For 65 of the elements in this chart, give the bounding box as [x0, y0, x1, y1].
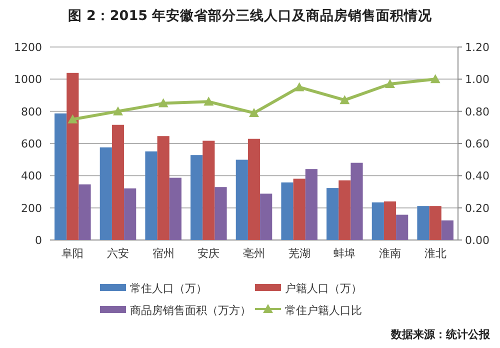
bar: [54, 113, 67, 240]
bar: [384, 201, 396, 240]
bar: [441, 220, 454, 240]
y2-tick-label: 0.00: [465, 234, 490, 247]
y2-tick-label: 0.20: [465, 202, 490, 215]
bar: [78, 184, 91, 240]
bar: [326, 188, 339, 240]
bar: [260, 194, 272, 240]
point: [158, 98, 168, 108]
point: [294, 82, 304, 92]
bar: [214, 187, 227, 240]
x-tick-label: 蚌埠: [334, 247, 356, 260]
bar: [169, 178, 182, 240]
y-tick-label: 800: [21, 105, 42, 118]
bar: [338, 180, 351, 240]
bar: [293, 178, 306, 240]
y-tick-label: 1200: [14, 41, 42, 54]
bar: [66, 72, 79, 240]
bar: [305, 169, 318, 240]
point: [249, 108, 259, 117]
legend-label: 户籍人口（万）: [285, 282, 362, 295]
source-note: 数据来源：统计公报: [390, 328, 491, 341]
legend-label: 常住户籍人口比: [285, 304, 362, 317]
point: [68, 114, 78, 124]
bar: [248, 138, 260, 240]
point: [430, 74, 440, 84]
legend-label: 常住人口（万）: [130, 282, 207, 295]
bar: [396, 214, 408, 240]
x-tick-label: 宿州: [152, 247, 174, 260]
bar: [190, 155, 203, 240]
bar: [372, 202, 384, 240]
y2-tick-label: 0.80: [465, 105, 490, 118]
bar: [281, 182, 294, 240]
bar: [417, 206, 430, 240]
x-tick-label: 阜阳: [62, 247, 84, 260]
bar: [100, 147, 112, 240]
y2-tick-label: 0.60: [465, 138, 490, 150]
bar: [429, 206, 442, 240]
y2-tick-label: 1.00: [465, 73, 490, 86]
point: [340, 95, 350, 104]
bar: [145, 151, 158, 240]
x-tick-label: 亳州: [243, 247, 265, 260]
x-tick-label: 淮南: [379, 247, 401, 260]
x-tick-label: 芜湖: [288, 247, 310, 260]
y-tick-label: 400: [21, 170, 42, 183]
point: [204, 96, 214, 106]
y-tick-label: 1000: [14, 73, 42, 86]
y-tick-label: 200: [21, 202, 42, 215]
x-tick-label: 安庆: [198, 247, 220, 260]
y-tick-label: 0: [35, 234, 42, 247]
x-tick-label: 淮北: [424, 247, 446, 260]
point: [385, 78, 395, 88]
legend-label: 商品房销售面积（万方）: [130, 304, 251, 317]
point: [113, 106, 123, 116]
bar: [236, 160, 248, 240]
x-tick-label: 六安: [107, 247, 129, 260]
bar: [157, 136, 170, 240]
bar: [202, 140, 215, 240]
bar: [112, 124, 124, 240]
y2-tick-label: 1.20: [465, 41, 490, 54]
y-tick-label: 600: [21, 138, 42, 150]
bar: [350, 162, 363, 240]
y2-tick-label: 0.40: [465, 170, 490, 183]
chart-title: 图 2：2015 年安徽省部分三线人口及商品房销售面积情况: [68, 7, 434, 24]
bar: [124, 188, 136, 240]
